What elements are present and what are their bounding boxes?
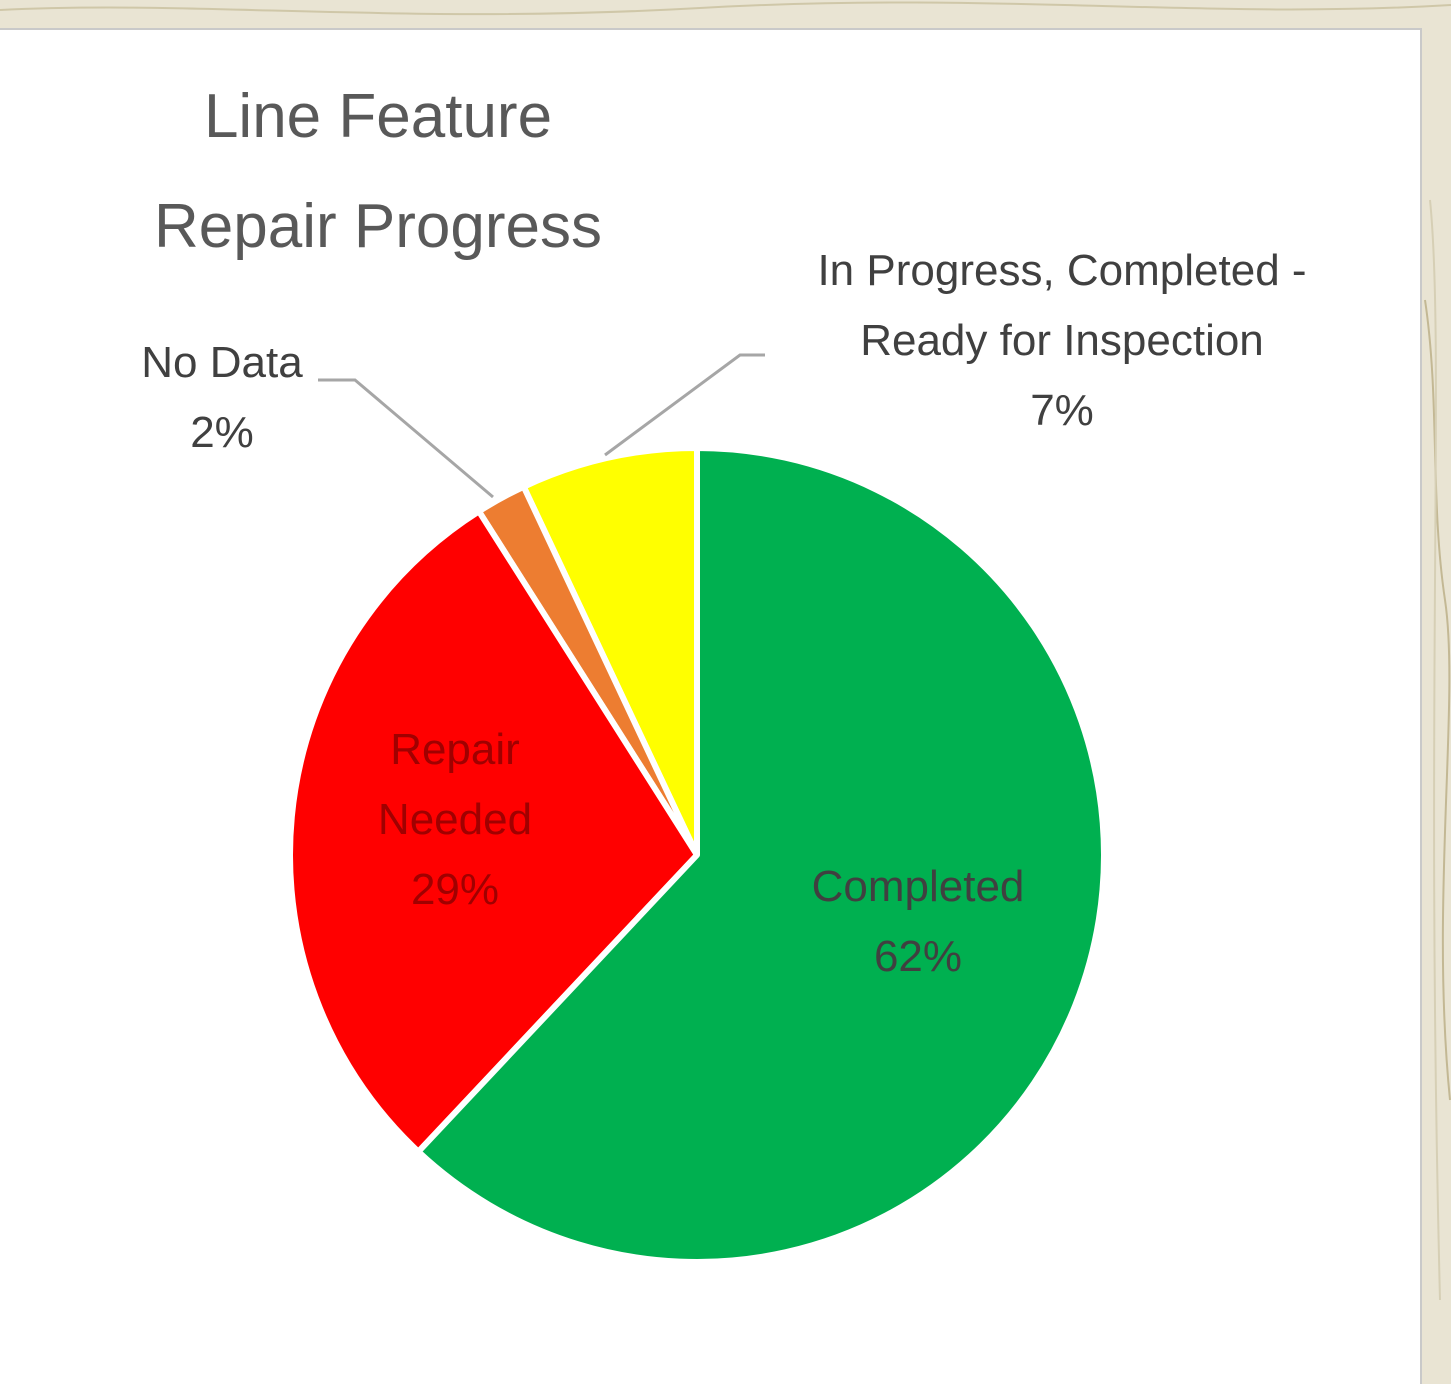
page: Line Feature Repair Progress (() => { co… — [0, 0, 1451, 1384]
value-label: 62% — [768, 922, 1068, 992]
chart-title: Line Feature Repair Progress — [108, 62, 648, 282]
value-label: 29% — [345, 855, 565, 925]
category-label: Repair Needed — [345, 715, 565, 855]
category-label: Completed — [768, 852, 1068, 922]
data-label: In Progress, Completed - Ready for Inspe… — [762, 236, 1362, 446]
leader-line — [605, 355, 765, 455]
category-label: No Data — [92, 328, 352, 398]
value-label: 2% — [92, 398, 352, 468]
category-label: In Progress, Completed - Ready for Inspe… — [762, 236, 1362, 376]
value-label: 7% — [762, 376, 1362, 446]
